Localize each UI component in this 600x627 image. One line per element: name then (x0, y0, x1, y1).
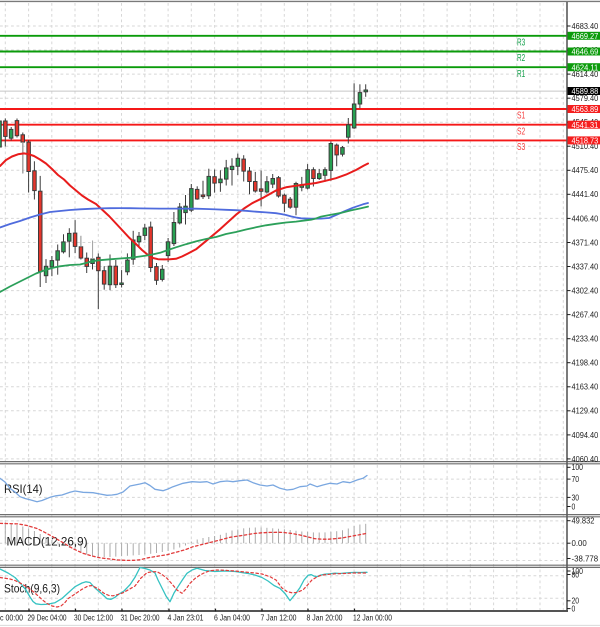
svg-text:0.00: 0.00 (572, 539, 588, 548)
svg-text:4683.40: 4683.40 (572, 22, 599, 31)
svg-text:4614.40: 4614.40 (572, 70, 599, 79)
svg-text:4129.40: 4129.40 (572, 407, 599, 416)
svg-text:R2: R2 (517, 53, 525, 64)
svg-text:100: 100 (572, 567, 584, 576)
svg-text:4371.40: 4371.40 (572, 238, 599, 247)
svg-text:4646.69: 4646.69 (572, 48, 599, 57)
svg-text:4669.27: 4669.27 (572, 32, 599, 41)
svg-text:R3: R3 (517, 37, 525, 48)
svg-text:4510.40: 4510.40 (572, 142, 599, 151)
svg-text:c 00:00: c 00:00 (0, 614, 23, 623)
svg-text:MACD(12,26,9): MACD(12,26,9) (7, 535, 88, 549)
svg-text:4579.40: 4579.40 (572, 94, 599, 103)
svg-text:S3: S3 (517, 142, 525, 153)
svg-text:S2: S2 (517, 126, 525, 137)
svg-text:70: 70 (572, 475, 580, 484)
svg-text:100: 100 (572, 463, 584, 472)
svg-text:49.832: 49.832 (572, 517, 595, 526)
svg-text:4475.40: 4475.40 (572, 166, 599, 175)
svg-text:4267.40: 4267.40 (572, 311, 599, 320)
svg-text:31 Dec 20:00: 31 Dec 20:00 (121, 614, 160, 623)
svg-text:4563.89: 4563.89 (572, 105, 599, 114)
svg-text:-38.778: -38.778 (572, 554, 599, 563)
svg-text:6 Jan 04:00: 6 Jan 04:00 (214, 614, 250, 623)
svg-text:80: 80 (572, 570, 580, 579)
svg-text:R1: R1 (517, 69, 525, 80)
svg-text:4541.31: 4541.31 (572, 121, 599, 130)
svg-text:4060.40: 4060.40 (572, 455, 599, 464)
svg-text:0: 0 (572, 502, 576, 511)
svg-text:4589.88: 4589.88 (572, 87, 599, 96)
svg-text:S1: S1 (517, 111, 525, 122)
svg-text:4163.40: 4163.40 (572, 383, 599, 392)
svg-text:4406.40: 4406.40 (572, 214, 599, 223)
svg-text:RSI(14): RSI(14) (4, 482, 43, 496)
svg-text:30: 30 (572, 493, 580, 502)
svg-text:4624.11: 4624.11 (572, 63, 599, 72)
svg-text:4198.40: 4198.40 (572, 359, 599, 368)
svg-text:4094.40: 4094.40 (572, 431, 599, 440)
svg-text:4 Jan 23:01: 4 Jan 23:01 (168, 614, 204, 623)
svg-text:4337.40: 4337.40 (572, 262, 599, 271)
svg-text:12 Jan 00:00: 12 Jan 00:00 (353, 614, 392, 623)
svg-text:30 Dec 12:00: 30 Dec 12:00 (74, 614, 113, 623)
svg-text:0: 0 (572, 605, 576, 614)
svg-text:20: 20 (572, 597, 580, 606)
svg-text:4518.73: 4518.73 (572, 137, 599, 146)
svg-text:4302.40: 4302.40 (572, 286, 599, 295)
svg-text:4233.40: 4233.40 (572, 335, 599, 344)
svg-text:Stoch(9,6,3): Stoch(9,6,3) (4, 582, 60, 596)
svg-text:7 Jan 12:00: 7 Jan 12:00 (261, 614, 297, 623)
svg-text:8 Jan 20:00: 8 Jan 20:00 (307, 614, 343, 623)
svg-text:29 Dec 04:00: 29 Dec 04:00 (28, 614, 67, 623)
svg-text:4441.40: 4441.40 (572, 190, 599, 199)
